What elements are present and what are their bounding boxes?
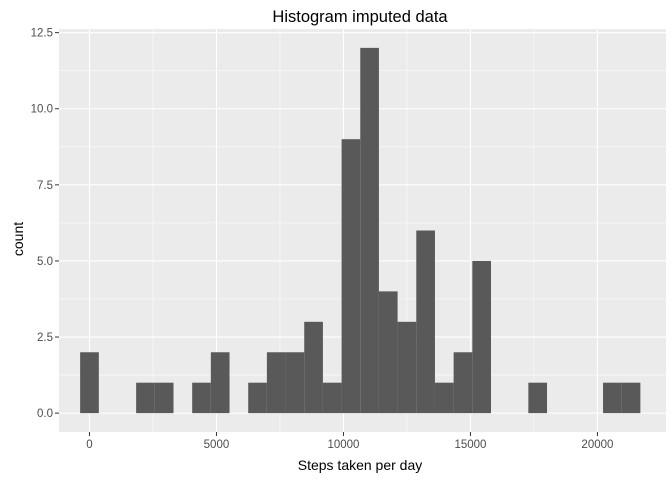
x-tick-label: 10000 [327,439,359,451]
x-tick-label: 0 [86,439,92,451]
histogram-bar [453,352,473,414]
x-tick-label: 5000 [204,439,230,451]
histogram-bar [304,321,323,414]
histogram-bar [378,291,398,414]
y-tick-label: 2.5 [37,332,53,344]
axes-group: 0 5000 10000 15000 20000 0.0 2.5 5.0 7.5 10.0 12.5 [31,28,614,451]
y-axis-title: count [10,222,26,256]
histogram-bar [248,382,267,414]
y-tick-label: 0.0 [37,408,53,420]
histogram-bar [192,382,211,414]
bars-group [80,47,641,414]
x-tick-label: 20000 [581,439,613,451]
histogram-bar [341,139,361,414]
histogram-bar [472,260,491,414]
chart-title: Histogram imputed data [272,8,448,26]
histogram-bar [434,382,454,414]
histogram-bar [80,352,99,414]
histogram-bar [136,382,155,414]
histogram-bar [528,382,548,414]
histogram-bar [322,382,342,414]
histogram-bar [416,230,435,414]
histogram-bar [154,382,174,414]
histogram-bar [397,321,417,414]
histogram-bar [210,352,230,414]
histogram-bar [266,352,286,414]
histogram-bar [603,382,622,414]
histogram-bar [360,47,379,414]
x-tick-label: 15000 [454,439,486,451]
y-tick-label: 12.5 [31,28,53,40]
y-tick-label: 7.5 [37,180,53,192]
y-tick-label: 10.0 [31,104,53,116]
histogram-bar [285,352,305,414]
histogram-bar [621,382,641,414]
x-axis-title: Steps taken per day [298,457,423,473]
y-tick-label: 5.0 [37,256,53,268]
